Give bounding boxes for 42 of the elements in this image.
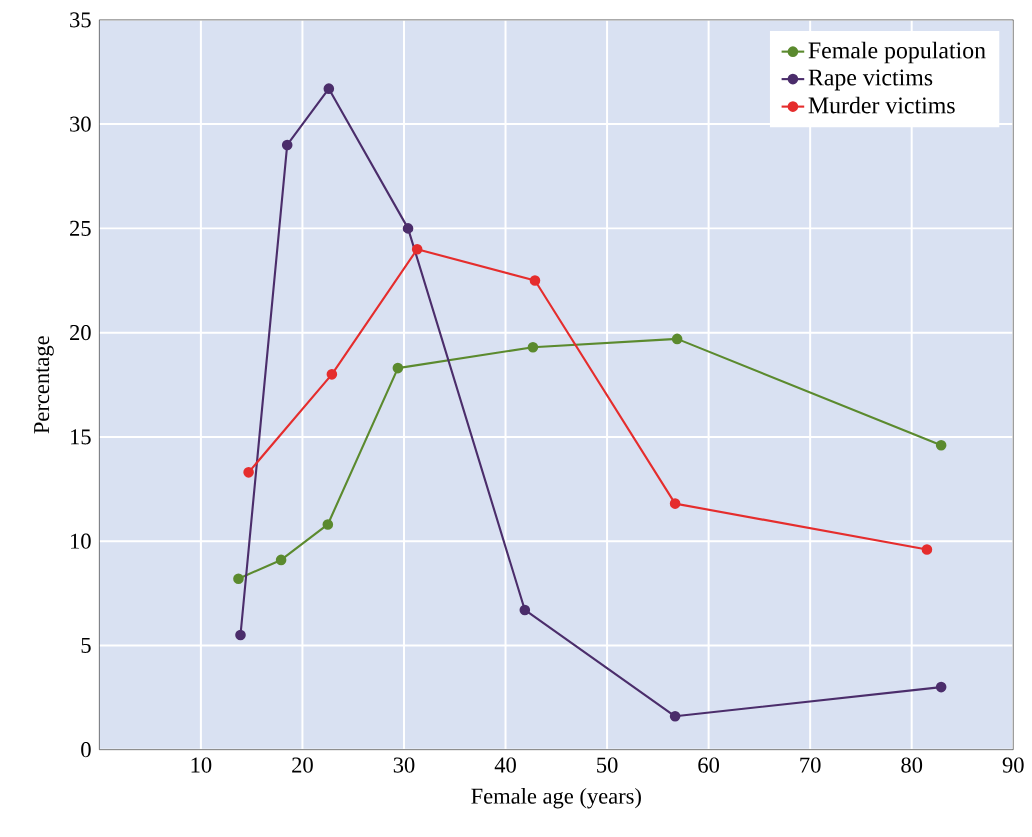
- point: [669, 710, 681, 722]
- y-tick-label: 15: [71, 429, 91, 445]
- point: [392, 362, 404, 374]
- y-tick-label: 35: [70, 12, 91, 28]
- y-tick-label: 30: [70, 116, 91, 132]
- legend-label: Female population: [808, 41, 986, 64]
- point: [243, 467, 254, 478]
- y-tick-label: 20: [70, 325, 91, 341]
- x-tick-label: 10: [191, 757, 212, 773]
- x-tick-label: 20: [292, 757, 313, 773]
- point: [235, 629, 246, 641]
- point: [519, 604, 531, 616]
- x-tick-label: 50: [597, 757, 618, 773]
- point: [527, 341, 539, 353]
- point: [326, 369, 338, 380]
- point: [233, 573, 244, 584]
- x-tick-label: 90: [1002, 757, 1024, 773]
- y-tick-label: 5: [81, 637, 91, 653]
- point: [935, 439, 947, 451]
- point: [323, 83, 335, 94]
- y-tick-label: 0: [81, 742, 91, 758]
- point: [671, 333, 683, 345]
- y-tick-label: 10: [71, 533, 91, 549]
- point: [322, 519, 334, 530]
- point: [935, 681, 947, 693]
- point: [275, 554, 287, 566]
- y-tick-label: 25: [70, 220, 91, 236]
- x-axis-title: Female age (years): [471, 787, 641, 809]
- point: [402, 223, 414, 234]
- point: [411, 243, 423, 255]
- x-tick-label: 30: [393, 757, 415, 773]
- point: [281, 139, 293, 151]
- x-tick-label: 60: [698, 757, 720, 773]
- legend-label: Rape victims: [808, 69, 933, 91]
- x-tick-label: 80: [901, 757, 923, 773]
- point: [529, 275, 541, 286]
- y-axis-title: Percentage: [34, 336, 54, 434]
- x-tick-label: 70: [800, 757, 821, 773]
- point: [669, 498, 681, 509]
- legend-label: Murder victims: [808, 96, 955, 114]
- point: [921, 544, 933, 555]
- x-tick-label: 40: [494, 757, 516, 773]
